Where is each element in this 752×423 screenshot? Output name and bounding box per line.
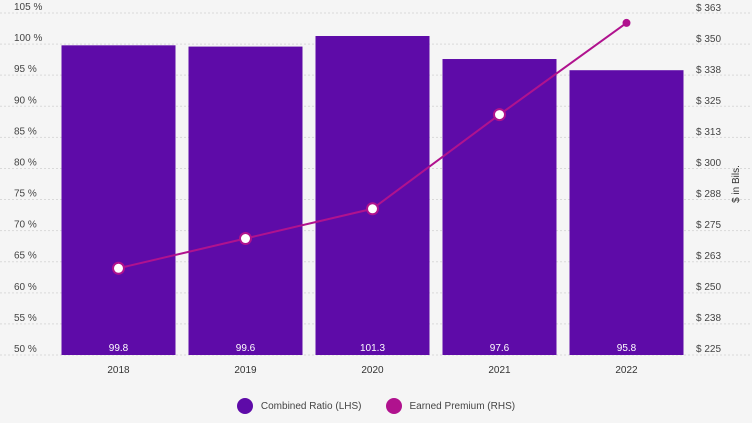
line-point xyxy=(366,202,379,216)
bar xyxy=(61,45,176,356)
y-left-tick-label: 90 % xyxy=(14,95,37,106)
y-left-tick-label: 105 % xyxy=(14,2,42,13)
line-point xyxy=(622,18,631,27)
bar-data-label: 99.6 xyxy=(236,343,256,354)
legend-item-combined-ratio[interactable]: Combined Ratio (LHS) xyxy=(236,398,362,414)
y-right-tick-label: $ 250 xyxy=(696,282,721,293)
y-left-tick-label: 100 % xyxy=(14,33,42,44)
y-left-tick-label: 85 % xyxy=(14,126,37,137)
legend-label-earned-premium: Earned Premium (RHS) xyxy=(409,400,516,412)
y-left-tick-label: 50 % xyxy=(14,344,37,355)
y-right-tick-label: $ 288 xyxy=(696,189,721,200)
axes: 50 % 55 % 60 % 65 % 70 % 75 % 80 % 85 % 90 % 95 %… xyxy=(14,2,742,376)
line-point xyxy=(239,232,252,246)
y-right-tick-label: $ 300 xyxy=(696,158,721,169)
y-left-tick-label: 75 % xyxy=(14,189,37,200)
x-tick-label: 2022 xyxy=(615,365,638,376)
bar xyxy=(442,59,557,355)
y-right-tick-label: $ 363 xyxy=(696,3,721,14)
y-right-tick-label: $ 238 xyxy=(696,313,721,324)
y-left-tick-label: 55 % xyxy=(14,313,37,324)
y-right-tick-label: $ 225 xyxy=(696,344,721,355)
y-right-tick-label: $ 275 xyxy=(696,220,721,231)
x-tick-label: 2018 xyxy=(107,365,130,376)
y-right-tick-label: $ 313 xyxy=(696,127,721,138)
bar xyxy=(188,46,303,355)
x-tick-label: 2020 xyxy=(361,365,384,376)
x-tick-label: 2021 xyxy=(488,365,511,376)
bar-data-label: 101.3 xyxy=(360,343,385,354)
y-right-tick-label: $ 338 xyxy=(696,65,721,76)
bar-series: 99.8 99.6 101.3 97.6 95.8 xyxy=(61,36,684,356)
y-left-tick-label: 80 % xyxy=(14,157,37,168)
y-right-tick-label: $ 325 xyxy=(696,96,721,107)
line-point xyxy=(112,261,125,275)
y-right-tick-label: $ 263 xyxy=(696,251,721,262)
y-right-axis-title: $ in Bils. xyxy=(731,165,742,203)
bar-data-label: 99.8 xyxy=(109,343,129,354)
y-left-tick-label: 65 % xyxy=(14,251,37,262)
legend-item-earned-premium[interactable]: Earned Premium (RHS) xyxy=(385,398,516,414)
y-left-tick-label: 95 % xyxy=(14,64,37,75)
x-tick-label: 2019 xyxy=(234,365,257,376)
line-series xyxy=(112,18,631,275)
legend-label-combined-ratio: Combined Ratio (LHS) xyxy=(260,400,362,412)
bar-data-label: 95.8 xyxy=(617,343,637,354)
bar-data-label: 97.6 xyxy=(490,343,510,354)
legend-swatch-earned-premium xyxy=(385,398,402,414)
y-left-tick-label: 60 % xyxy=(14,282,37,293)
bar xyxy=(315,36,430,356)
legend-swatch-combined-ratio xyxy=(236,398,253,414)
y-left-tick-label: 70 % xyxy=(14,220,37,231)
line-point xyxy=(493,108,506,122)
y-right-tick-label: $ 350 xyxy=(696,34,721,45)
bar xyxy=(569,70,684,355)
legend: Combined Ratio (LHS) Earned Premium (RHS… xyxy=(0,398,752,414)
